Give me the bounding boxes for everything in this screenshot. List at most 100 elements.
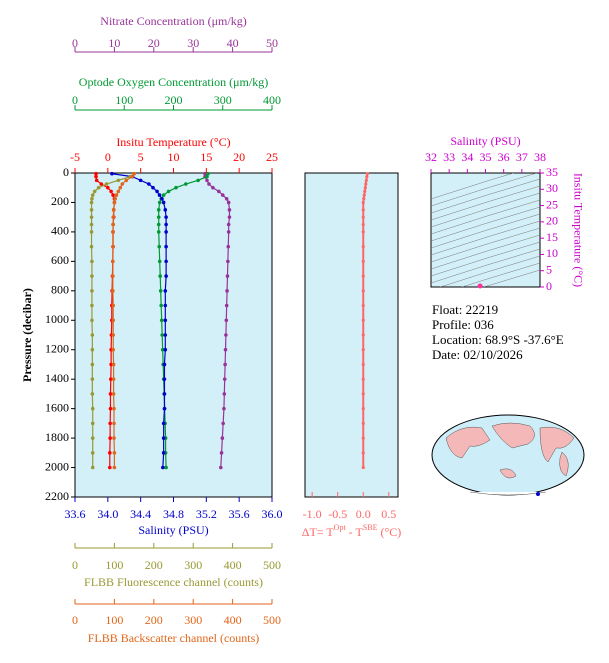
profile-point — [205, 174, 209, 179]
isopycnal — [483, 269, 540, 287]
x-tick-label: 35 — [480, 150, 492, 164]
x-tick-label: 300 — [184, 558, 202, 572]
isopycnal — [431, 199, 540, 235]
x-tick-label: 10 — [108, 36, 120, 50]
x-axis-title: Salinity (PSU) — [138, 523, 208, 537]
profile-point — [108, 436, 112, 440]
profile-point — [157, 259, 162, 264]
float-location — [536, 492, 540, 496]
profile-point — [108, 377, 113, 381]
x-tick-label: 0.5 — [381, 507, 396, 521]
x-axis-title: Optode Oxygen Concentration (μm/kg) — [79, 75, 268, 89]
profile-point — [89, 200, 94, 205]
profile-point — [112, 200, 117, 205]
delta-point — [365, 172, 369, 176]
profile-point — [92, 189, 97, 194]
profile-point — [156, 208, 161, 212]
profile-point — [163, 289, 168, 293]
profile-point — [112, 421, 116, 426]
x-axis-title-part: Opt — [334, 523, 347, 532]
profile-point — [174, 185, 178, 190]
x-axis-title: Insitu Temperature (°C) — [116, 135, 230, 149]
profile-point — [90, 274, 94, 278]
x-tick-label: 0 — [72, 558, 78, 572]
profile-point — [110, 171, 114, 176]
profile-point — [161, 193, 166, 197]
profile-point — [224, 333, 228, 337]
x-tick-label: 50 — [266, 36, 278, 50]
delta-point — [361, 222, 365, 227]
x-tick-label: 100 — [105, 613, 123, 627]
isopycnal — [431, 206, 540, 242]
x-tick-label: 100 — [105, 558, 123, 572]
x-tick-label: 500 — [263, 613, 281, 627]
profile-point — [162, 362, 167, 367]
profile-point — [151, 185, 155, 190]
profile-point — [90, 421, 95, 426]
delta-point — [361, 259, 365, 263]
delta-point — [361, 274, 365, 278]
x-tick-label: 34.8 — [163, 507, 184, 521]
isopycnal — [431, 241, 540, 277]
profile-point — [108, 451, 112, 455]
x-tick-label: -5 — [70, 150, 80, 164]
y-tick-label: 0 — [63, 165, 69, 179]
x-tick-label: 20 — [148, 36, 160, 50]
profile-point — [111, 215, 116, 219]
profile-point — [111, 222, 116, 227]
isopycnal — [431, 227, 540, 263]
isopycnal — [431, 192, 540, 228]
isopycnal — [431, 213, 540, 249]
x-axis-title-part: SBE — [363, 523, 378, 532]
map-land — [445, 426, 491, 459]
profile-point — [162, 392, 167, 396]
profile-point — [226, 222, 231, 227]
ts-point — [477, 283, 483, 289]
profile-point — [226, 230, 231, 234]
map-land — [469, 491, 547, 496]
y-tick-label: 25 — [546, 197, 558, 211]
profile-point — [94, 174, 98, 179]
profile-point — [162, 406, 167, 411]
profile-point — [111, 362, 116, 367]
y-tick-label: 1400 — [45, 371, 69, 385]
profile-point — [90, 465, 95, 470]
delta-point — [361, 215, 365, 219]
x-axis-title: Nitrate Concentration (μm/kg) — [100, 14, 246, 28]
profile-point — [161, 436, 166, 440]
y-tick-label: 20 — [546, 214, 558, 228]
profile-point — [163, 333, 168, 337]
profile-point — [164, 230, 168, 234]
profile-point — [90, 377, 95, 381]
profile-point — [161, 200, 166, 205]
isopycnal — [439, 255, 540, 287]
x-tick-label: 10 — [168, 150, 180, 164]
profile-point — [111, 392, 116, 396]
profile-point — [162, 377, 167, 381]
delta-point — [362, 193, 366, 197]
map-land — [499, 468, 517, 479]
profile-point — [90, 259, 94, 264]
y-tick-label: 200 — [51, 194, 69, 208]
x-tick-label: 34.0 — [97, 507, 118, 521]
profile-point — [112, 465, 117, 470]
profile-point — [120, 182, 125, 186]
profile-point — [163, 318, 168, 323]
profile-point — [224, 196, 229, 201]
profile-point — [111, 259, 115, 264]
profile-point — [161, 421, 166, 426]
profile-point — [164, 244, 168, 249]
delta-point — [361, 436, 365, 440]
delta-point — [362, 197, 366, 201]
y-tick-label: 2200 — [45, 489, 69, 503]
x-tick-label: 0 — [72, 36, 78, 50]
x-tick-label: 38 — [534, 150, 546, 164]
ts-panel — [430, 172, 541, 288]
x-tick-label: 30 — [187, 36, 199, 50]
isopycnal — [431, 248, 540, 284]
x-tick-label: 0 — [105, 150, 111, 164]
profile-point — [90, 347, 95, 352]
profile-point — [224, 303, 229, 308]
delta-point — [361, 289, 365, 293]
